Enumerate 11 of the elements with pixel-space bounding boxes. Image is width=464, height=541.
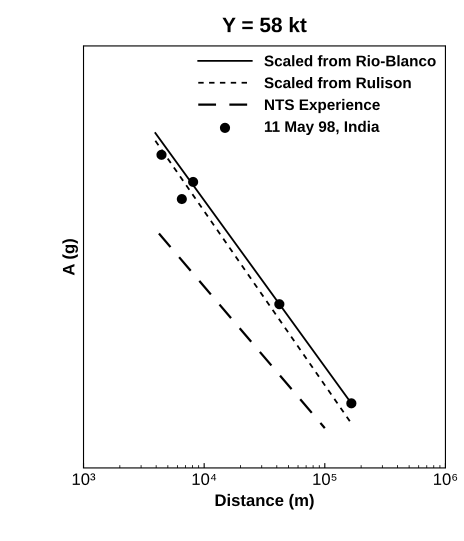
x-tick-label: 10⁵	[313, 473, 336, 486]
legend-label: 11 May 98, India	[264, 120, 380, 136]
y-axis-title: A (g)	[62, 239, 78, 276]
legend-label: Scaled from Rio-Blanco	[264, 55, 436, 66]
x-tick-label: 10⁴	[192, 473, 216, 486]
x-tick-label: 10⁶	[434, 473, 458, 486]
legend-label: NTS Experience	[264, 98, 380, 114]
chart-title: Y = 58 kt	[222, 17, 307, 32]
legend-label: Scaled from Rulison	[264, 77, 411, 88]
x-tick-label: 10³	[72, 473, 96, 486]
x-axis-title: Distance (m)	[216, 494, 314, 510]
